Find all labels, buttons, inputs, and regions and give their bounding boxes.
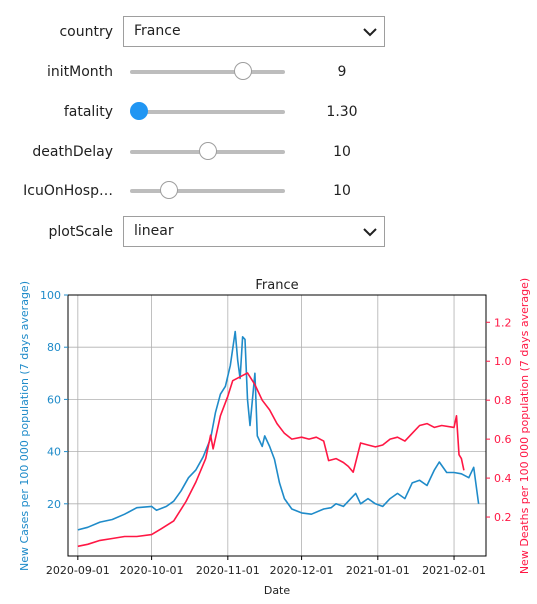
icuonhosp-row: IcuOnHosp… 10 bbox=[0, 174, 537, 208]
y-right-tick-label: 0.2 bbox=[494, 511, 512, 524]
chart-lines bbox=[77, 330, 480, 548]
plotscale-dropdown[interactable]: linear bbox=[123, 216, 385, 247]
icuonhosp-label: IcuOnHosp… bbox=[23, 183, 113, 199]
deathdelay-slider-handle[interactable] bbox=[198, 142, 217, 160]
chevron-down-icon bbox=[363, 28, 377, 37]
y-right-tick-label: 0.8 bbox=[494, 394, 512, 407]
country-value: France bbox=[134, 23, 181, 39]
plotscale-label: plotScale bbox=[48, 224, 114, 240]
icuonhosp-slider-handle[interactable] bbox=[159, 181, 178, 199]
x-tick-label: 2020-11-01 bbox=[196, 564, 260, 577]
chart-grid bbox=[68, 294, 486, 556]
deathdelay-row: deathDelay 10 bbox=[0, 135, 537, 169]
x-tick-label: 2021-02-01 bbox=[422, 564, 486, 577]
fatality-readout: 1.30 bbox=[326, 104, 358, 120]
fatality-slider-track[interactable] bbox=[130, 110, 285, 114]
deathdelay-readout: 10 bbox=[333, 144, 351, 160]
x-tick-label: 2020-09-01 bbox=[46, 564, 110, 577]
y-left-tick-label: 80 bbox=[47, 341, 61, 354]
icuonhosp-slider-track[interactable] bbox=[130, 189, 285, 193]
initmonth-row: initMonth 9 bbox=[0, 55, 537, 89]
cases-series-line bbox=[77, 330, 480, 531]
x-tick-label: 2021-01-01 bbox=[346, 564, 410, 577]
chart-ticks: 2020-09-01 2020-10-01 2020-11-01 2020-12-01… bbox=[40, 289, 512, 577]
fatality-slider-handle[interactable] bbox=[129, 102, 148, 120]
y-right-tick-label: 0.4 bbox=[494, 472, 512, 485]
fatality-row: fatality 1.30 bbox=[0, 95, 537, 129]
fatality-label: fatality bbox=[63, 104, 113, 120]
y-left-tick-label: 40 bbox=[47, 446, 61, 459]
initmonth-readout: 9 bbox=[337, 64, 347, 80]
y-right-tick-label: 1.2 bbox=[494, 316, 512, 329]
chevron-down-icon bbox=[363, 228, 377, 237]
initmonth-slider-handle[interactable] bbox=[233, 62, 252, 80]
y-right-tick-label: 0.6 bbox=[494, 433, 512, 446]
cases-deaths-chart: 2020-09-01 2020-10-01 2020-11-01 2020-12-01… bbox=[18, 278, 531, 597]
plotscale-row: plotScale linear bbox=[0, 215, 537, 249]
y-left-tick-label: 20 bbox=[47, 498, 61, 511]
country-dropdown[interactable]: France bbox=[123, 16, 385, 47]
icuonhosp-readout: 10 bbox=[333, 183, 351, 199]
chart-title: France bbox=[255, 278, 298, 293]
deaths-series-line bbox=[77, 372, 465, 548]
y-axis-right-label: New Deaths per 100 000 population (7 day… bbox=[518, 278, 531, 574]
y-left-tick-label: 100 bbox=[40, 289, 61, 302]
initmonth-label: initMonth bbox=[46, 64, 113, 80]
plot-frame bbox=[67, 294, 487, 557]
y-right-tick-label: 1.0 bbox=[494, 355, 512, 368]
deathdelay-label: deathDelay bbox=[32, 144, 113, 160]
y-axis-left-label: New Cases per 100 000 population (7 days… bbox=[18, 281, 31, 571]
x-tick-label: 2020-12-01 bbox=[270, 564, 334, 577]
country-label: country bbox=[59, 24, 113, 40]
x-tick-label: 2020-10-01 bbox=[120, 564, 184, 577]
x-axis-label: Date bbox=[264, 584, 291, 597]
initmonth-slider-track[interactable] bbox=[130, 70, 285, 74]
plotscale-value: linear bbox=[134, 223, 174, 239]
y-left-tick-label: 60 bbox=[47, 393, 61, 406]
country-row: country France bbox=[0, 15, 537, 49]
